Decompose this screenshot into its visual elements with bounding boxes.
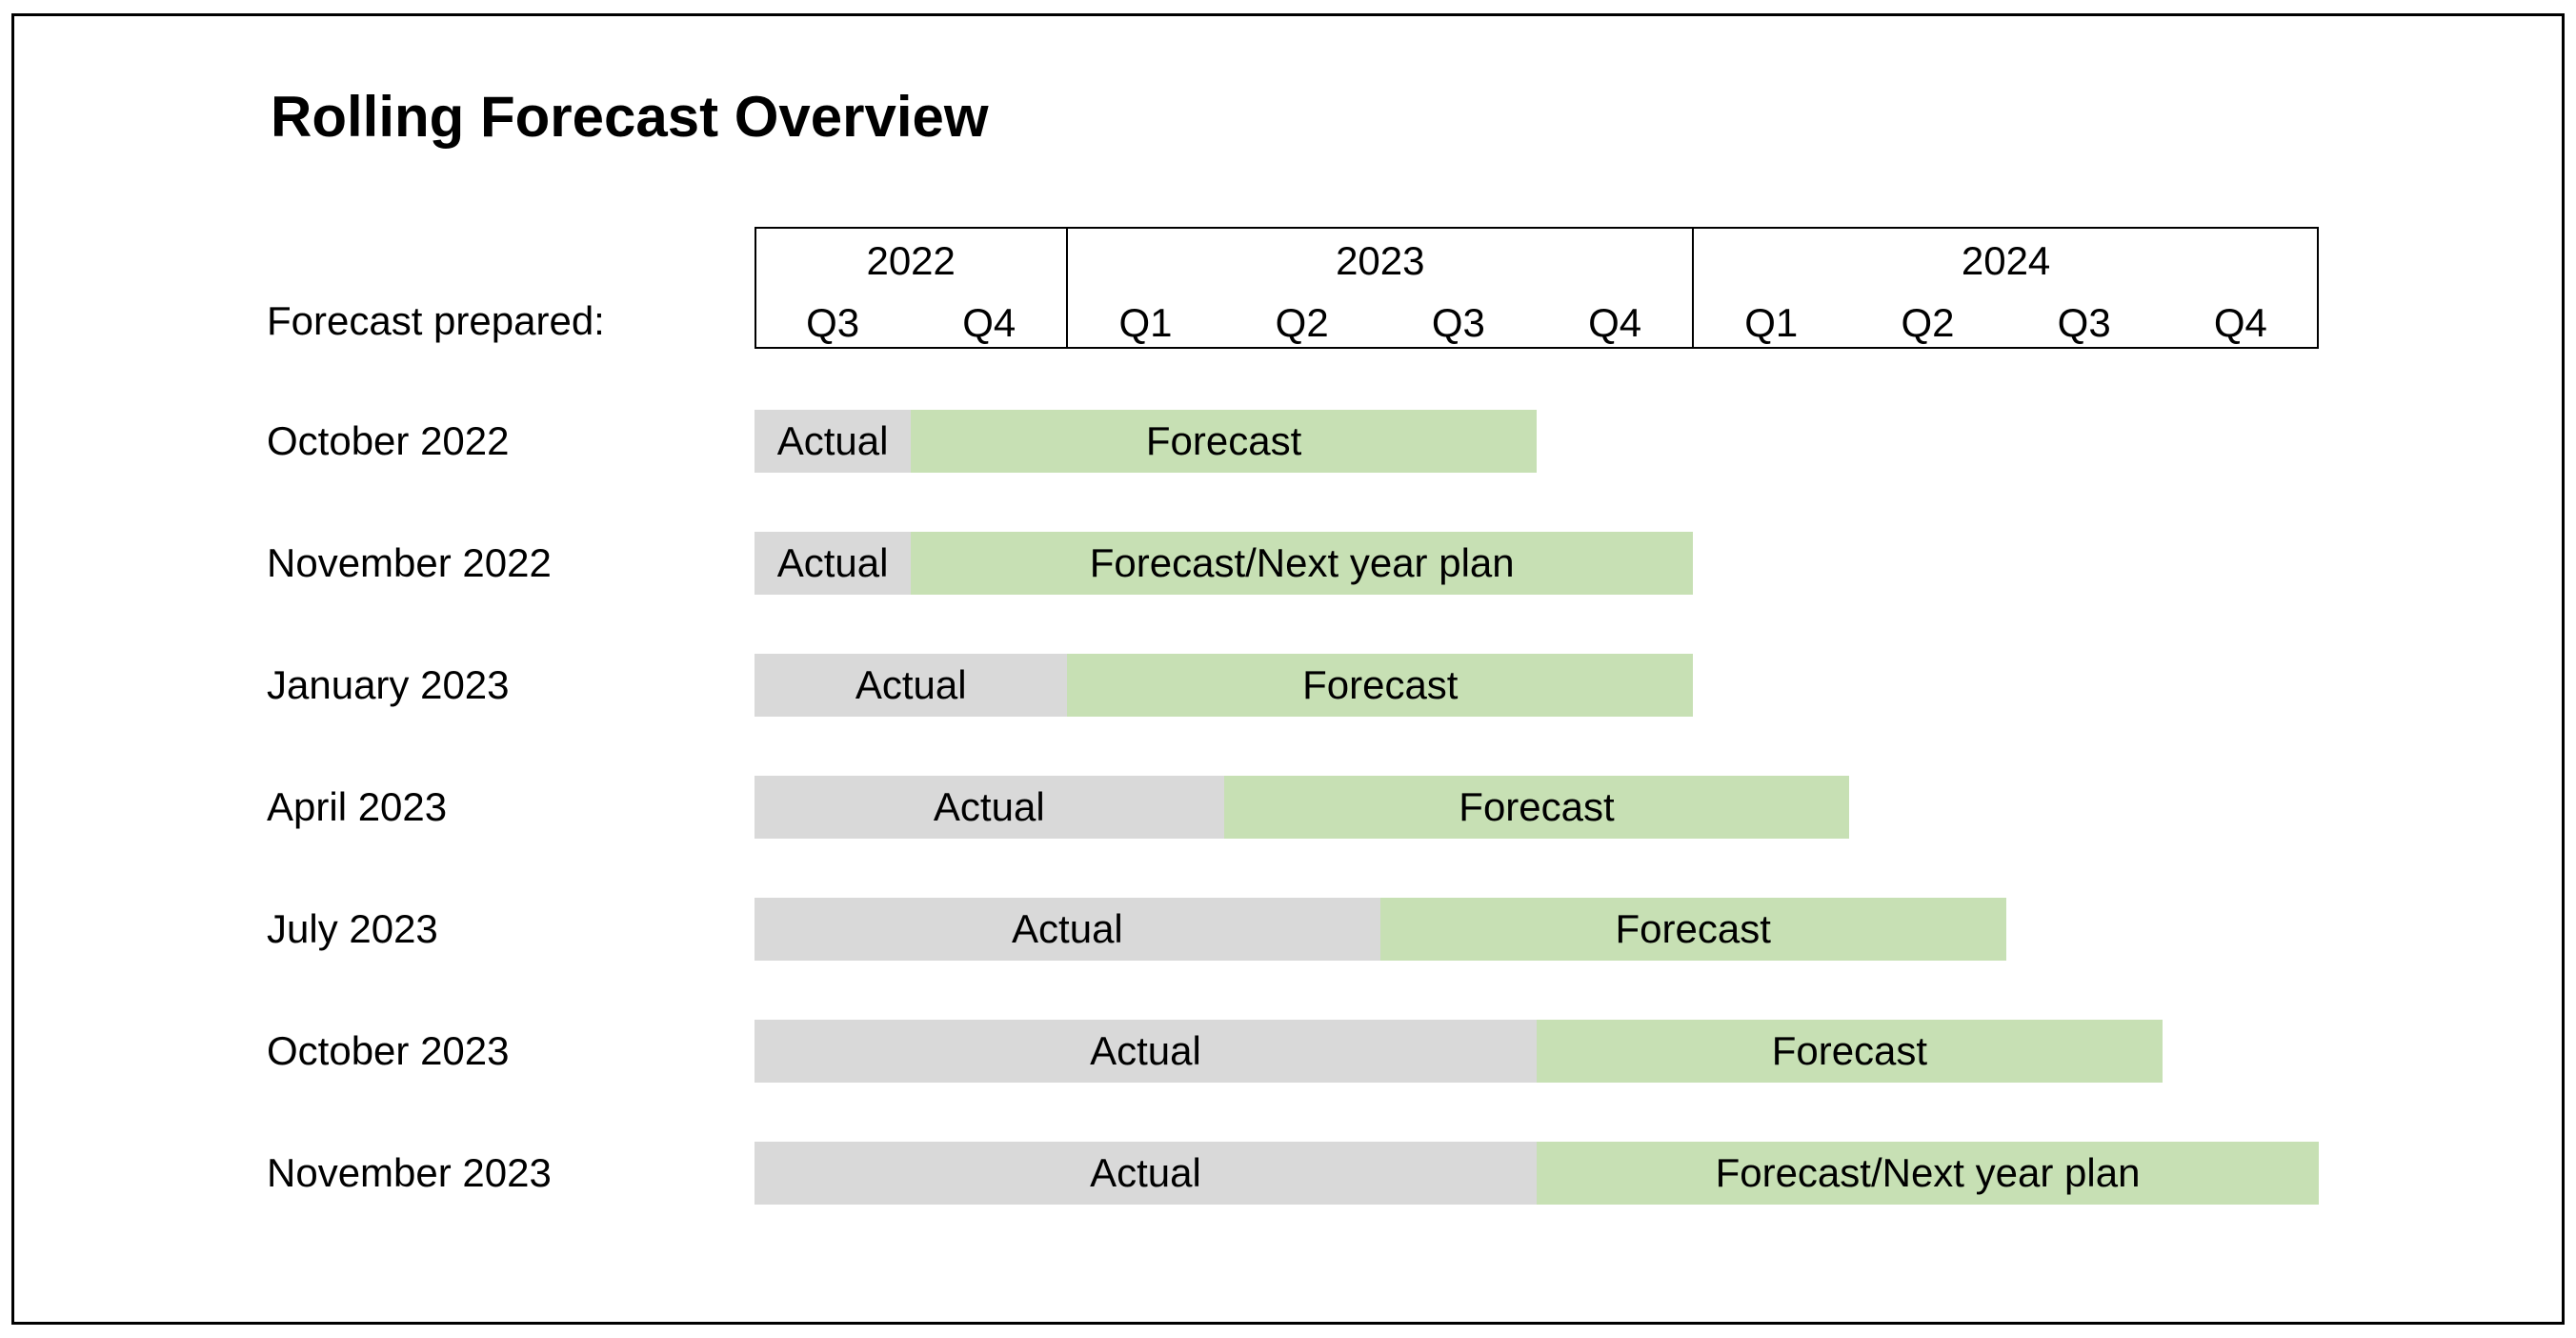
forecast-bar: Forecast — [1379, 898, 2006, 961]
row-label: October 2022 — [267, 418, 510, 463]
row-label: November 2023 — [267, 1150, 552, 1195]
quarter-label: Q3 — [1431, 300, 1485, 345]
forecast-bar: Forecast/Next year plan — [911, 532, 1694, 595]
diagram-frame — [11, 13, 2565, 1325]
quarter-label: Q3 — [2057, 300, 2111, 345]
forecast-bar: Forecast — [911, 410, 1537, 473]
row-label: November 2022 — [267, 540, 552, 585]
quarter-label: Q4 — [2213, 300, 2267, 345]
quarter-label: Q4 — [1588, 300, 1642, 345]
quarter-label: Q2 — [1901, 300, 1955, 345]
actual-bar: Actual — [755, 410, 912, 473]
forecast-bar: Forecast/Next year plan — [1537, 1142, 2319, 1205]
row-header-label: Forecast prepared: — [267, 298, 605, 343]
year-label-2023: 2023 — [1336, 238, 1425, 283]
row-label: April 2023 — [267, 784, 448, 829]
forecast-bar: Forecast — [1537, 1020, 2163, 1083]
quarter-label: Q3 — [806, 300, 860, 345]
quarter-label: Q2 — [1275, 300, 1329, 345]
year-label-2024: 2024 — [1961, 238, 2051, 283]
row-label: January 2023 — [267, 662, 510, 707]
forecast-bar: Forecast — [1223, 776, 1850, 839]
actual-bar: Actual — [755, 532, 912, 595]
timeline-header — [755, 227, 2319, 349]
forecast-bar: Forecast — [1067, 654, 1694, 717]
actual-bar: Actual — [755, 898, 1380, 961]
actual-bar: Actual — [755, 1020, 1537, 1083]
row-label: October 2023 — [267, 1028, 510, 1073]
year-divider — [1066, 227, 1069, 349]
quarter-label: Q4 — [962, 300, 1016, 345]
year-divider — [1692, 227, 1695, 349]
actual-bar: Actual — [755, 654, 1068, 717]
row-label: July 2023 — [267, 906, 438, 951]
actual-bar: Actual — [755, 1142, 1537, 1205]
year-label-2022: 2022 — [866, 238, 956, 283]
quarter-label: Q1 — [1118, 300, 1173, 345]
page-title: Rolling Forecast Overview — [271, 85, 989, 149]
actual-bar: Actual — [755, 776, 1224, 839]
quarter-label: Q1 — [1744, 300, 1799, 345]
